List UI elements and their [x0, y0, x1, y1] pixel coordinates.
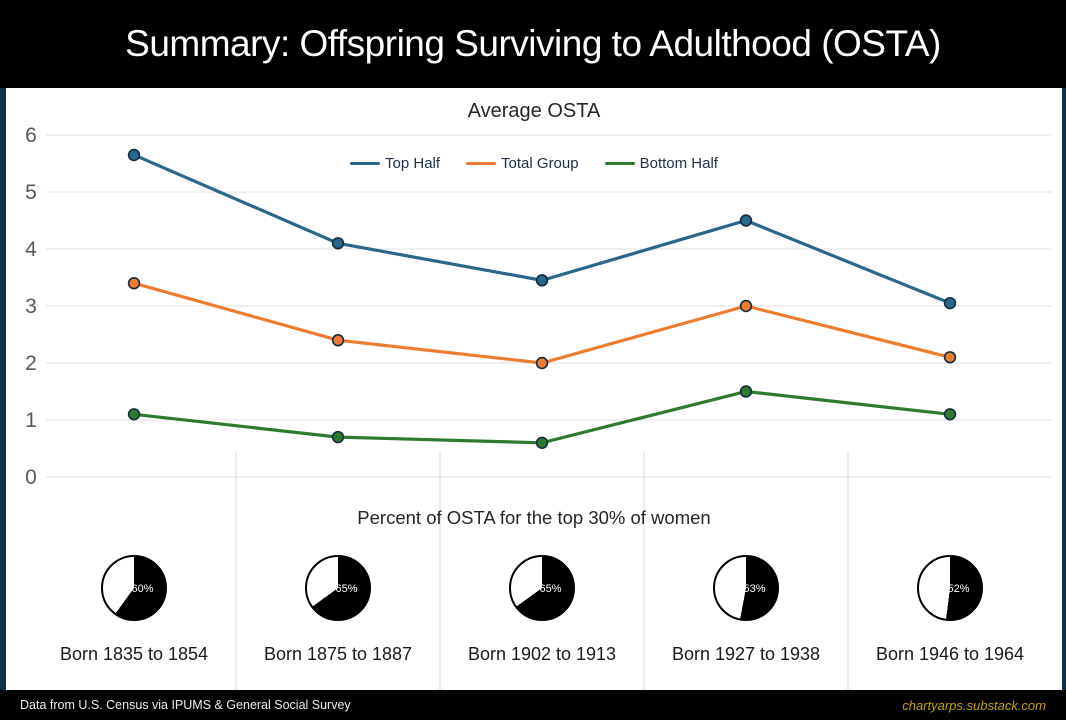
- y-axis-tick-label: 3: [25, 295, 37, 318]
- category-label: Born 1946 to 1964: [875, 644, 1025, 664]
- y-axis-tick-label: 1: [25, 409, 37, 432]
- page-title: Summary: Offspring Surviving to Adulthoo…: [125, 23, 941, 64]
- legend-item-top-half: Top Half: [350, 155, 440, 172]
- line-plot: 0 1 2 3 4 5 6: [25, 124, 1052, 690]
- footer-site-link: chartyarps.substack.com: [902, 697, 1046, 713]
- pie-section-title: Percent of OSTA for the top 30% of women: [357, 507, 711, 528]
- category-label: Born 1875 to 1887: [263, 644, 413, 664]
- data-point-bottom-half: [943, 408, 957, 421]
- footer-bar: Data from U.S. Census via IPUMS & Genera…: [0, 690, 1066, 720]
- data-point-top-half: [127, 148, 141, 162]
- pie-row: 60% 65% 65% 53% 52%: [6, 88, 1062, 690]
- y-axis-tick-label: 5: [25, 181, 37, 204]
- data-point-bottom-half: [127, 408, 141, 421]
- data-point-bottom-half: [331, 430, 345, 444]
- data-point-total-group: [739, 299, 753, 313]
- data-point-total-group: [127, 277, 141, 290]
- data-point-top-half: [331, 237, 345, 250]
- legend-label: Top Half: [385, 155, 441, 172]
- pie-percentage-label: 53%: [743, 583, 766, 596]
- data-point-total-group: [943, 351, 957, 364]
- pie-chart-5: 52%: [917, 555, 983, 621]
- category-label: Born 1902 to 1913: [467, 644, 617, 664]
- legend-item-total-group: Total Group: [466, 155, 579, 172]
- legend-label: Bottom Half: [639, 155, 718, 172]
- data-point-bottom-half: [535, 436, 549, 449]
- data-point-top-half: [943, 296, 957, 310]
- y-axis-tick-label: 0: [25, 466, 37, 489]
- pie-percentage-label: 65%: [335, 583, 358, 596]
- header-bar: Summary: Offspring Surviving to Adulthoo…: [0, 0, 1066, 88]
- pie-percentage-label: 65%: [539, 583, 562, 596]
- legend: Top Half Total Group Bottom Half: [6, 155, 1062, 172]
- pie-chart-2: 65%: [305, 555, 371, 621]
- pie-chart-4: 53%: [713, 555, 779, 621]
- category-label-row: Born 1835 to 1854 Born 1875 to 1887 Born 1…: [6, 88, 1062, 690]
- chart-title: Average OSTA: [467, 100, 601, 122]
- pie-chart-1: 60%: [101, 555, 167, 621]
- legend-swatch-bottom-half: [604, 161, 635, 166]
- footer-source: Data from U.S. Census via IPUMS & Genera…: [20, 698, 351, 712]
- category-label: Born 1927 to 1938: [671, 644, 821, 664]
- data-point-top-half: [739, 214, 753, 227]
- y-axis-tick-label: 6: [25, 124, 37, 147]
- data-point-total-group: [535, 356, 549, 370]
- data-point-bottom-half: [739, 385, 753, 398]
- pie-chart-3: 65%: [509, 555, 575, 621]
- category-label: Born 1835 to 1854: [59, 644, 209, 664]
- legend-item-bottom-half: Bottom Half: [604, 155, 718, 172]
- legend-label: Total Group: [501, 155, 579, 172]
- legend-swatch-total-group: [466, 161, 497, 166]
- chart-area: Average OSTA Top Half Total Group Bottom H…: [0, 88, 1066, 690]
- legend-swatch-top-half: [350, 161, 381, 166]
- y-axis-tick-label: 2: [25, 352, 37, 375]
- y-axis-tick-label: 4: [25, 238, 37, 261]
- pie-percentage-label: 60%: [131, 583, 154, 596]
- pie-percentage-label: 52%: [947, 583, 970, 596]
- data-point-top-half: [535, 274, 549, 287]
- data-point-total-group: [331, 334, 345, 347]
